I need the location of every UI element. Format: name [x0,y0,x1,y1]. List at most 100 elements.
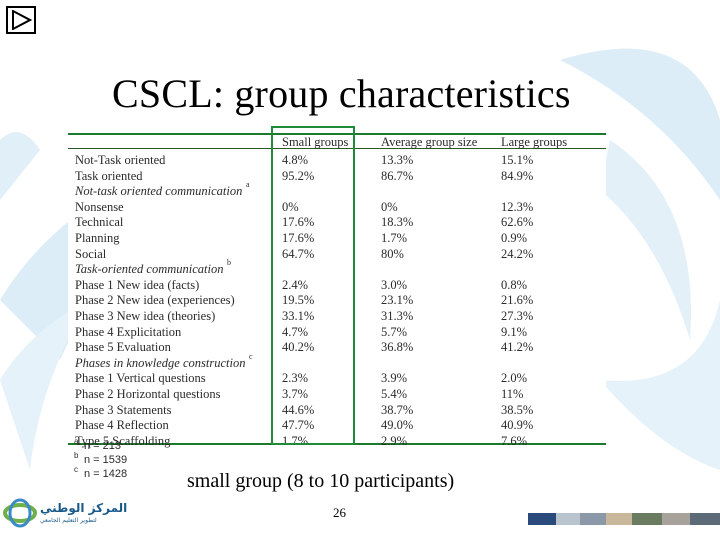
table-row: Phase 1 New idea (facts) 2.4% 3.0% 0.8% [68,278,606,294]
row-label: Not-Task oriented [75,153,166,167]
table-section-header: Not-task oriented communication a [68,180,606,200]
cell-average-group-size: 23.1% [381,293,414,308]
play-icon [12,10,32,30]
cell-small-groups: 0% [282,199,299,214]
cell-large-groups: 38.5% [501,402,534,417]
row-label: Task-oriented communication [75,262,224,277]
cell-large-groups: 2.0% [501,371,528,386]
table-row: Phase 4 Reflection 47.7% 49.0% 40.9% [68,418,606,434]
cell-small-groups: 4.8% [282,153,309,167]
cell-average-group-size: 1.7% [381,231,408,245]
page-number: 26 [333,505,346,520]
cell-average-group-size: 3.9% [381,371,408,386]
table-row: Type 5 Scaffolding 1.7% 2.9% 7.6% [68,434,606,450]
cell-small-groups: 47.7% [282,418,315,433]
row-label: Phase 5 Evaluation [75,340,171,355]
table-row: Phase 4 Explicitation 4.7% 5.7% 9.1% [68,325,606,341]
play-button[interactable] [6,6,36,34]
table-row: Phase 2 New idea (experiences) 19.5% 23.1%… [68,293,606,309]
table-section-header: Phases in knowledge construction c [68,352,606,372]
cell-average-group-size: 49.0% [381,418,414,433]
photo-tile [690,513,720,525]
cell-average-group-size: 18.3% [381,215,414,230]
cell-average-group-size: 5.7% [381,324,408,339]
row-label: Phase 3 New idea (theories) [75,309,216,323]
table-row: Not-Task oriented 4.8% 13.3% 15.1% [68,153,606,169]
cell-small-groups: 33.1% [282,309,315,323]
photo-tile [662,513,690,525]
cell-large-groups: 41.2% [501,340,534,355]
row-label: Phases in knowledge construction [75,355,246,370]
row-label: Planning [75,231,120,245]
slide-caption: small group (8 to 10 participants) [187,470,455,492]
photo-tile [528,513,556,525]
footnote-mark: b [74,451,79,460]
cell-average-group-size: 3.0% [381,277,408,292]
cell-average-group-size: 31.3% [381,309,414,323]
cell-small-groups: 17.6% [282,231,315,245]
cell-large-groups: 9.1% [501,324,528,339]
row-label: Social [75,246,107,261]
table-top-rule [68,133,606,135]
cell-large-groups: 24.2% [501,246,534,261]
cell-small-groups: 40.2% [282,340,315,355]
cell-small-groups: 2.4% [282,277,309,292]
results-table: Small groups Average group size Large gr… [68,126,606,490]
row-label: Phase 2 Horizontal questions [75,387,221,401]
cell-large-groups: 0.9% [501,231,528,245]
table-row: Task oriented 95.2% 86.7% 84.9% [68,169,606,185]
table-header-rule [68,148,606,149]
photo-tile [606,513,632,525]
cell-large-groups: 27.3% [501,309,534,323]
cell-small-groups: 95.2% [282,168,315,183]
footnote-text: n = 213 [84,440,122,452]
row-label: Phase 2 New idea (experiences) [75,293,235,308]
cell-large-groups: 84.9% [501,168,534,183]
cell-small-groups: 64.7% [282,246,315,261]
table-row: Phase 1 Vertical questions 2.3% 3.9% 2.0% [68,371,606,387]
cell-average-group-size: 80% [381,246,404,261]
header-small-groups: Small groups [282,135,349,149]
logo-subtext: لتطوير التعليم الجامعي [40,517,97,524]
table-row: Phase 3 Statements 44.6% 38.7% 38.5% [68,403,606,419]
cell-large-groups: 12.3% [501,199,534,214]
header-average-group-size: Average group size [381,135,478,149]
table-row: Planning 17.6% 1.7% 0.9% [68,231,606,247]
row-label: Type 5 Scaffolding [75,433,171,448]
cell-large-groups: 21.6% [501,293,534,308]
footnote-ref: a [246,180,250,190]
cell-small-groups: 4.7% [282,324,309,339]
cell-large-groups: 11% [501,387,524,401]
cell-average-group-size: 86.7% [381,168,414,183]
small-groups-highlight [271,126,355,445]
row-label: Technical [75,215,124,230]
table-section-header: Task-oriented communication b [68,258,606,278]
photo-strip [528,513,720,525]
photo-tile [632,513,662,525]
row-label: Not-task oriented communication [75,184,243,199]
row-label: Phase 4 Explicitation [75,324,182,339]
cell-average-group-size: 0% [381,199,398,214]
cell-large-groups: 62.6% [501,215,534,230]
logo-text: المركز الوطني [40,501,128,515]
table-row: Phase 2 Horizontal questions 3.7% 5.4% 11% [68,387,606,403]
cell-small-groups: 17.6% [282,215,315,230]
table-row: Nonsense 0% 0% 12.3% [68,200,606,216]
slide-title: CSCL: group characteristics [112,71,571,116]
table-row: Phase 3 New idea (theories) 33.1% 31.3% 27.… [68,309,606,325]
cell-small-groups: 44.6% [282,402,315,417]
row-label: Phase 3 Statements [75,402,172,417]
cell-average-group-size: 38.7% [381,402,414,417]
cell-large-groups: 15.1% [501,153,534,167]
row-label: Phase 1 New idea (facts) [75,277,200,292]
footnote-ref: b [227,258,231,268]
row-label: Task oriented [75,168,143,183]
table-row: Technical 17.6% 18.3% 62.6% [68,215,606,231]
cell-small-groups: 3.7% [282,387,309,401]
cell-large-groups: 7.6% [501,433,528,448]
footnote-mark: c [74,465,78,474]
photo-tile [580,513,606,525]
footnote-ref: c [249,351,253,361]
footnote-text: n = 1539 [84,454,128,466]
row-label: Phase 4 Reflection [75,418,169,433]
